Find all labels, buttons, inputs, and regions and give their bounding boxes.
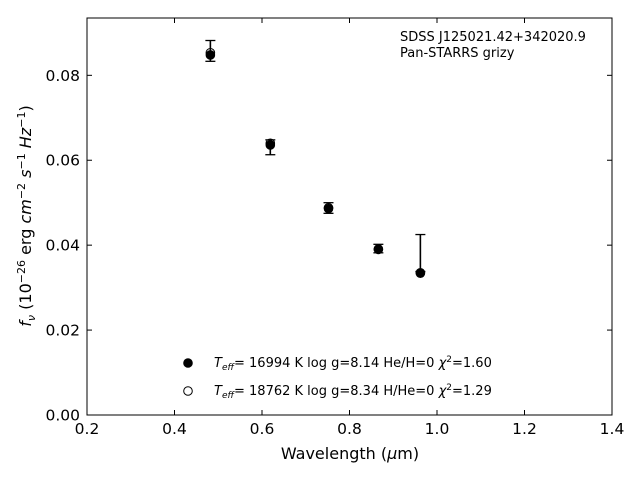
y-tick-label: 0.08 bbox=[45, 67, 80, 85]
data-point-open bbox=[205, 48, 216, 58]
x-tick-label: 1.0 bbox=[425, 420, 450, 438]
x-axis-label: Wavelength (μm) bbox=[281, 444, 419, 463]
y-axis-label: fν (10−26 erg cm−2 s−1 Hz−1) bbox=[15, 105, 38, 326]
x-axis-ticks: 0.2 0.4 0.6 0.8 1.0 1.2 1.4 bbox=[75, 18, 625, 438]
data-point-open bbox=[373, 244, 384, 254]
y-axis-ticks: 0.00 0.02 0.04 0.06 0.08 bbox=[45, 67, 612, 425]
data-point-open bbox=[265, 138, 276, 149]
x-tick-label: 0.8 bbox=[337, 420, 362, 438]
data-markers bbox=[205, 48, 426, 278]
x-tick-label: 0.4 bbox=[162, 420, 187, 438]
y-tick-label: 0.02 bbox=[45, 322, 80, 340]
data-point-open bbox=[323, 202, 334, 213]
x-tick-label: 1.4 bbox=[600, 420, 625, 438]
legend-entry-1: Teff= 16994 K log g=8.14 He/H=0 χ2=1.60 bbox=[214, 355, 492, 373]
error-bars bbox=[205, 39, 426, 273]
x-tick-label: 0.6 bbox=[250, 420, 275, 438]
annotation-line-2: Pan-STARRS grizy bbox=[400, 46, 515, 61]
legend: Teff= 16994 K log g=8.14 He/H=0 χ2=1.60 … bbox=[183, 355, 492, 401]
legend-marker-filled bbox=[183, 358, 193, 368]
y-tick-label: 0.06 bbox=[45, 152, 80, 170]
y-tick-label: 0.00 bbox=[45, 407, 80, 425]
legend-marker-open bbox=[183, 386, 193, 396]
legend-entry-2: Teff= 18762 K log g=8.34 H/He=0 χ2=1.29 bbox=[214, 383, 492, 401]
annotation-line-1: SDSS J125021.42+342020.9 bbox=[400, 30, 586, 45]
y-tick-label: 0.04 bbox=[45, 237, 80, 255]
x-tick-label: 1.2 bbox=[512, 420, 537, 438]
x-tick-label: 0.2 bbox=[75, 420, 100, 438]
svg-text:fν (10−26 erg cm−2 s−1 Hz−1): fν (10−26 erg cm−2 s−1 Hz−1) bbox=[15, 105, 38, 326]
data-point-filled bbox=[205, 50, 216, 60]
data-point-open bbox=[415, 268, 426, 278]
